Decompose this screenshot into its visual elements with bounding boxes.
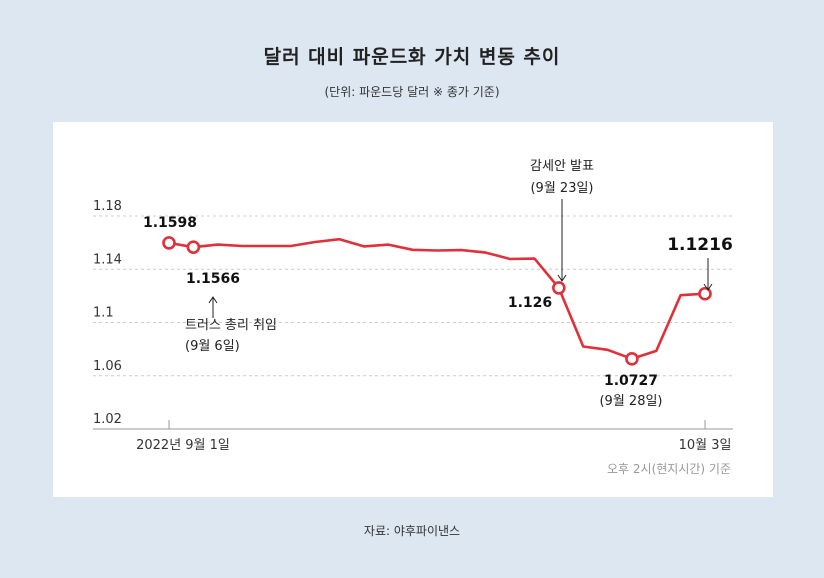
y-tick-label: 1.14 [93,252,122,267]
value-label-start: 1.1598 [143,215,197,231]
y-tick-label: 1.18 [93,199,122,214]
highlight-marker [625,352,639,366]
line-chart: 1.18 1.14 1.1 1.06 1.02 2022년 9월 1일 10월 3일 오… [93,159,733,476]
highlight-markers [162,236,712,366]
value-label-low: 1.0727 [604,373,658,389]
arrow-end-head [703,283,713,291]
chart-subtitle: (단위: 파운드당 달러 ※ 종가 기준) [324,85,500,99]
arrow-taxcut-head [557,274,567,282]
annotation-low-date: (9월 28일) [599,394,662,409]
grid-lines [93,215,733,377]
highlight-marker [162,236,176,250]
x-label-start: 2022년 9월 1일 [136,438,230,453]
chart-title: 달러 대비 파운드화 가치 변동 추이 [263,46,561,68]
series-line-gbp-usd [168,237,706,361]
annotation-taxcut-line1: 감세안 발표 [530,159,594,174]
annotation-taxcut-line2: (9월 23일) [530,181,593,196]
time-note: 오후 2시(현지시간) 기준 [607,462,731,476]
value-label-truss: 1.1566 [186,271,240,287]
y-axis: 1.18 1.14 1.1 1.06 1.02 [93,199,122,427]
annotation-truss-line1: 트러스 총리 취임 [185,318,277,333]
x-label-end: 10월 3일 [679,438,732,453]
arrow-truss-head [208,296,218,304]
data-source: 자료: 야후파이낸스 [363,524,461,538]
value-label-taxcut: 1.126 [508,295,552,311]
annotation-truss-line2: (9월 6일) [185,339,240,354]
highlight-marker [698,286,712,301]
highlight-marker [186,240,201,254]
y-tick-label: 1.02 [93,412,122,427]
y-tick-label: 1.1 [93,306,114,321]
value-label-end: 1.1216 [667,235,733,255]
highlight-marker [552,281,566,295]
y-tick-label: 1.06 [93,359,122,374]
chart-card: 1.18 1.14 1.1 1.06 1.02 2022년 9월 1일 10월 3일 오… [53,122,773,497]
